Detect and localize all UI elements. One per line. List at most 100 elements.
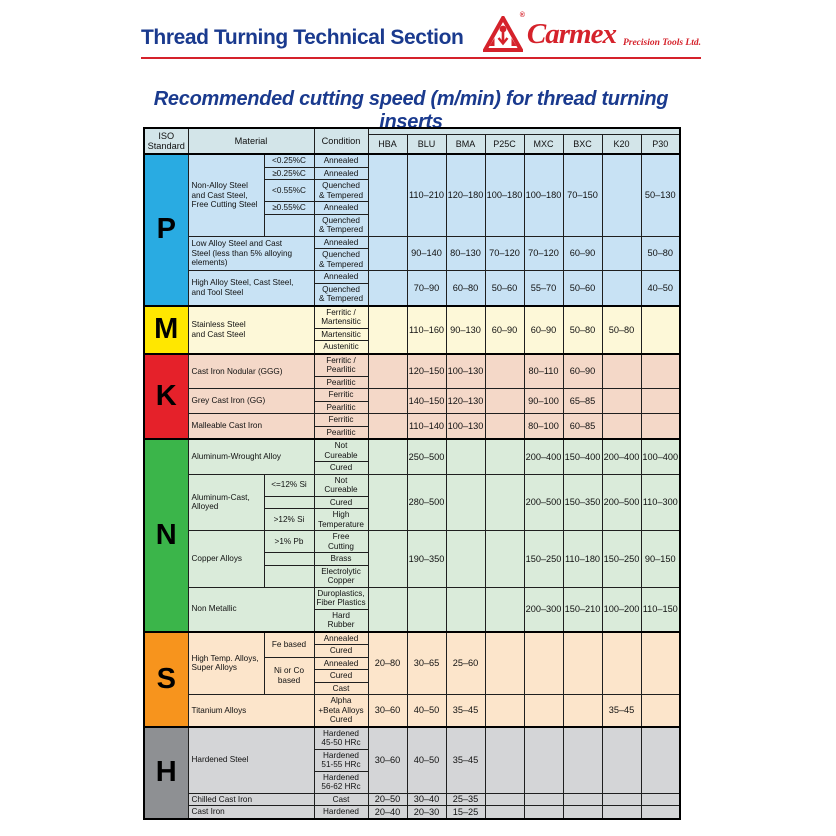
speed-value-cell: 100–180 (523, 153, 564, 237)
speed-value-cell: 100–200 (601, 586, 642, 632)
condition-cell: Hardened 45-50 HRc (313, 725, 369, 750)
speed-value-cell: 60–85 (562, 413, 603, 440)
submaterial-cell: ≥0.55%C (263, 201, 315, 215)
speed-value-cell: 40–50 (640, 270, 681, 306)
material-cell: Titanium Alloys (187, 694, 315, 727)
speed-value-cell: 50–80 (601, 304, 642, 354)
speed-value-cell: 110–140 (406, 413, 447, 440)
speed-value-cell: 70–120 (523, 235, 564, 271)
speed-value-cell: 120–130 (445, 388, 486, 414)
iso-letter-cell: M (143, 304, 189, 354)
material-cell: Chilled Cast Iron (187, 792, 315, 806)
speed-value-cell: 280–500 (406, 473, 447, 531)
speed-value-cell (367, 438, 408, 475)
material-cell: Malleable Cast Iron (187, 413, 315, 440)
speed-value-cell: 30–60 (367, 725, 408, 794)
speed-value-cell (601, 270, 642, 306)
speed-value-cell: 150–400 (562, 438, 603, 475)
speed-value-cell: 25–35 (445, 792, 486, 806)
speed-value-cell: 110–300 (640, 473, 681, 531)
condition-cell: Not Cureable (313, 473, 369, 497)
submaterial-cell (263, 213, 315, 237)
speed-value-cell: 100–130 (445, 352, 486, 389)
condition-cell: Quenched & Tempered (313, 248, 369, 271)
speed-value-cell: 40–50 (406, 694, 447, 727)
condition-cell: Duroplastics, Fiber Plastics (313, 586, 369, 610)
speed-value-cell (367, 153, 408, 237)
speed-value-cell: 20–80 (367, 630, 408, 695)
speed-value-cell: 200–500 (523, 473, 564, 531)
condition-cell: Cured (313, 495, 369, 509)
iso-letter-cell: K (143, 352, 189, 440)
speed-value-cell: 15–25 (445, 805, 486, 819)
speed-value-cell (523, 792, 564, 806)
registered-mark: ® (519, 12, 525, 19)
submaterial-cell: >1% Pb (263, 530, 315, 553)
speed-value-cell: 40–50 (406, 725, 447, 794)
speed-value-cell (640, 805, 681, 819)
speed-value-cell (562, 792, 603, 806)
speed-value-cell (640, 630, 681, 695)
condition-cell: Annealed (313, 153, 369, 168)
speed-value-cell: 200–400 (601, 438, 642, 475)
condition-cell: Annealed (313, 270, 369, 284)
submaterial-cell: ≥0.25%C (263, 166, 315, 180)
speed-value-cell (484, 586, 525, 632)
speed-value-cell (367, 304, 408, 354)
speed-value-cell: 35–45 (445, 725, 486, 794)
speed-value-cell: 60–90 (523, 304, 564, 354)
speed-value-cell: 200–400 (523, 438, 564, 475)
speed-value-cell (367, 530, 408, 588)
speed-value-cell (640, 725, 681, 794)
iso-letter-cell: S (143, 630, 189, 727)
speed-value-cell (523, 630, 564, 695)
material-header: Material (187, 127, 315, 155)
grade-header: P30 (640, 134, 681, 155)
speed-value-cell (601, 792, 642, 806)
material-cell: Aluminum-Wrought Alloy (187, 438, 315, 475)
speed-value-cell: 90–150 (640, 530, 681, 588)
submaterial-cell: >12% Si (263, 508, 315, 531)
material-cell: Non-Alloy Steel and Cast Steel, Free Cutti… (187, 153, 265, 237)
condition-cell: Free Cutting (313, 530, 369, 553)
speed-value-cell: 60–90 (484, 304, 525, 354)
material-cell: Hardened Steel (187, 725, 315, 794)
material-cell: Cast Iron (187, 805, 315, 819)
speed-value-cell: 65–85 (562, 388, 603, 414)
speed-value-cell (484, 473, 525, 531)
speed-value-cell: 80–130 (445, 235, 486, 271)
speed-value-cell: 70–150 (562, 153, 603, 237)
speed-value-cell: 25–60 (445, 630, 486, 695)
condition-cell: Pearlitic (313, 425, 369, 440)
condition-cell: Alpha +Beta Alloys Cured (313, 694, 369, 727)
speed-value-cell: 80–100 (523, 413, 564, 440)
condition-cell: Annealed (313, 630, 369, 645)
condition-cell: Quenched & Tempered (313, 213, 369, 237)
speed-value-cell (406, 586, 447, 632)
speed-value-cell (484, 630, 525, 695)
speed-value-cell: 100–400 (640, 438, 681, 475)
speed-value-cell: 150–250 (601, 530, 642, 588)
condition-cell: Not Cureable (313, 438, 369, 462)
speed-value-cell (601, 725, 642, 794)
speed-value-cell (523, 694, 564, 727)
speed-value-cell: 120–180 (445, 153, 486, 237)
speed-value-cell: 60–90 (562, 352, 603, 389)
submaterial-cell: Ni or Co based (263, 656, 315, 695)
speed-value-cell: 110–210 (406, 153, 447, 237)
speed-value-cell: 50–60 (484, 270, 525, 306)
speed-value-cell (484, 805, 525, 819)
speed-value-cell: 55–70 (523, 270, 564, 306)
speed-value-cell: 30–40 (406, 792, 447, 806)
speed-value-cell (367, 352, 408, 389)
speed-value-cell (484, 352, 525, 389)
speed-value-cell (484, 792, 525, 806)
material-cell: Grey Cast Iron (GG) (187, 388, 315, 414)
grade-header: HBA (367, 134, 408, 155)
brand-name: Carmex (526, 17, 617, 50)
speed-value-cell: 100–180 (484, 153, 525, 237)
speed-value-cell: 50–130 (640, 153, 681, 237)
speed-value-cell (484, 530, 525, 588)
condition-cell: Hard Rubber (313, 608, 369, 632)
submaterial-cell: Fe based (263, 630, 315, 658)
